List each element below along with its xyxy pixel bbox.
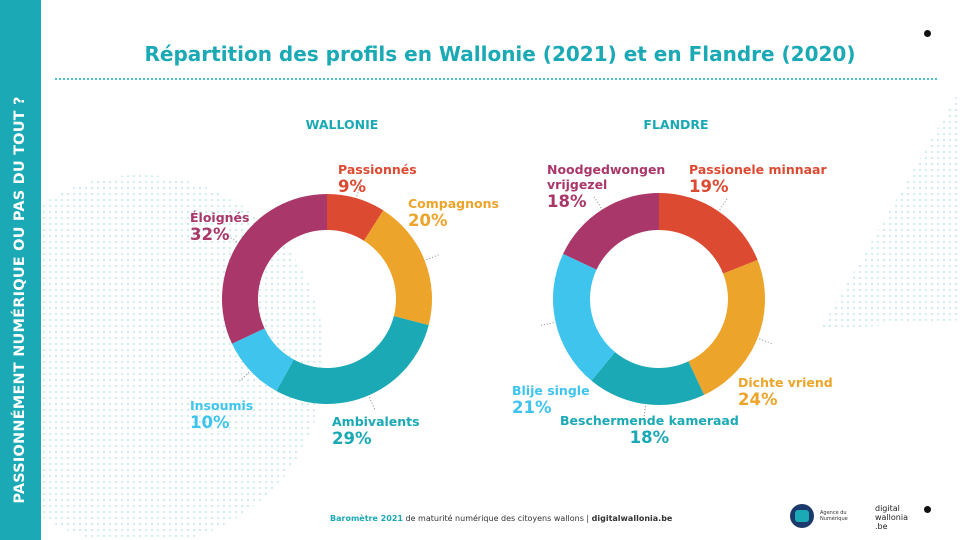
side-bar: PASSIONNÉMENT NUMÉRIQUE OU PAS DU TOUT ? <box>0 0 41 540</box>
slice-label-noodgedwongen-vrijgezel: Noodgedwongen vrijgezel 18% <box>547 162 675 211</box>
donut-slice-compagnons <box>363 210 432 326</box>
slice-label-insoumis: Insoumis 10% <box>190 398 253 432</box>
donut-slice-noodgedwongen-vrijgezel <box>563 193 659 270</box>
slice-value: 21% <box>512 398 552 417</box>
leader-line-noodgedwongen-vrijgezel <box>593 195 602 209</box>
leader-line-passionele-minnaar <box>719 197 728 210</box>
slice-name: Insoumis <box>190 398 254 413</box>
slice-name: Passionele minnaar <box>689 162 827 177</box>
slice-value: 29% <box>332 429 372 448</box>
title-divider <box>55 78 937 80</box>
slice-label-eloignes: Éloignés 32% <box>190 210 249 244</box>
slice-value: 32% <box>190 225 230 244</box>
slice-name: Ambivalents <box>332 414 420 429</box>
agence-logo-text: Agence du Numérique <box>820 510 848 522</box>
slice-label-passionnes: Passionnés 9% <box>338 162 417 196</box>
slice-value: 9% <box>338 177 367 196</box>
donut-slice-passionnes <box>327 194 384 241</box>
leader-line-compagnons <box>426 253 440 261</box>
slice-name: Blije single <box>512 383 590 398</box>
slice-name: Éloignés <box>190 210 250 225</box>
slice-label-passionele-minnaar: Passionele minnaar 19% <box>689 162 827 196</box>
bullet-dot <box>924 30 931 37</box>
slice-value: 19% <box>689 177 729 196</box>
leader-line-eloignes <box>224 233 237 243</box>
slice-value: 20% <box>408 211 448 230</box>
donut-slice-eloignes <box>222 194 327 344</box>
slice-label-compagnons: Compagnons 20% <box>408 196 499 230</box>
slice-name: Passionnés <box>338 162 417 177</box>
donut-slice-passionele-minnaar <box>659 193 758 274</box>
donut-slice-beschermende-kameraad <box>591 352 705 405</box>
leader-line-dichte-vriend <box>759 338 773 345</box>
slice-label-dichte-vriend: Dichte vriend 24% <box>738 375 833 409</box>
slice-label-blije-single: Blije single 21% <box>512 383 590 417</box>
leader-line-blije-single <box>539 322 554 327</box>
donut-slice-dichte-vriend <box>688 259 765 395</box>
donut-slice-blije-single <box>553 253 616 381</box>
slice-label-beschermende-kameraad: Beschermende kameraad 18% <box>560 413 739 447</box>
slice-label-ambivalents: Ambivalents 29% <box>332 414 420 448</box>
footer-link[interactable]: digitalwallonia.be <box>591 514 673 523</box>
slice-name: Dichte vriend <box>738 375 833 390</box>
leader-line-passionnes <box>356 182 362 197</box>
page-title: Répartition des profils en Wallonie (202… <box>144 42 856 66</box>
leader-line-ambivalents <box>369 397 376 411</box>
slice-value: 18% <box>547 192 587 211</box>
agence-du-numerique-logo: Agence du Numérique <box>790 502 870 530</box>
footer-barometer: Baromètre 2021 <box>330 514 403 523</box>
chart-title-wallonie: WALLONIE <box>305 117 379 132</box>
digital-wallonia-logo: digital wallonia .be <box>875 504 908 531</box>
slice-name: Compagnons <box>408 196 499 211</box>
bullet-dot <box>924 506 931 513</box>
footer-description: de maturité numérique des citoyens wallo… <box>402 514 592 523</box>
agence-logo-mark <box>790 504 814 528</box>
slice-name: Noodgedwongen vrijgezel <box>547 162 666 192</box>
donut-slice-insoumis <box>231 328 294 392</box>
slice-value: 10% <box>190 413 230 432</box>
slice-value: 24% <box>738 390 778 409</box>
leader-line-insoumis <box>238 371 250 383</box>
donut-slice-ambivalents <box>276 316 429 404</box>
slice-name: Beschermende kameraad <box>560 413 739 428</box>
slice-value: 18% <box>629 428 670 447</box>
footer-source: Baromètre 2021 de maturité numérique des… <box>330 514 672 523</box>
chart-title-flandre: FLANDRE <box>643 117 709 132</box>
